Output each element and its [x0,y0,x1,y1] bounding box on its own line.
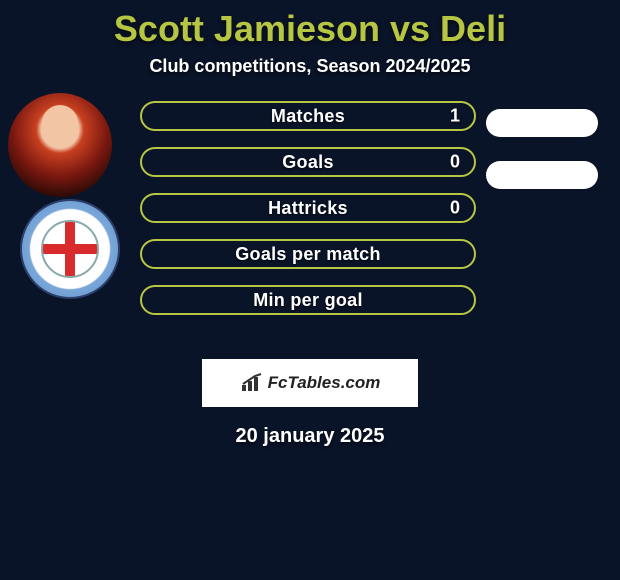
opponent-pill-1 [486,109,598,137]
branding-text: FcTables.com [268,373,381,393]
branding-box: FcTables.com [202,359,418,407]
page-title: Scott Jamieson vs Deli [0,0,620,50]
stat-rows: Matches 1 Goals 0 Hattricks 0 Goals per match M… [140,101,476,331]
player-avatar [8,93,112,197]
opponent-pill-2 [486,161,598,189]
stat-label: Min per goal [253,290,363,311]
footer-date: 20 january 2025 [0,425,620,448]
stat-label: Hattricks [268,198,348,219]
club-badge-cross-icon [41,220,99,278]
stat-row: Matches 1 [140,101,476,131]
stat-row: Goals 0 [140,147,476,177]
bars-icon [240,373,264,393]
stat-value: 0 [450,198,460,219]
club-badge [20,199,120,299]
comparison-area: Matches 1 Goals 0 Hattricks 0 Goals per match M… [0,101,620,351]
stat-label: Matches [271,106,345,127]
right-player-column [486,99,606,213]
stat-row: Hattricks 0 [140,193,476,223]
stat-row: Min per goal [140,285,476,315]
stat-label: Goals [282,152,334,173]
page-subtitle: Club competitions, Season 2024/2025 [0,56,620,77]
left-player-column [8,93,128,299]
stat-label: Goals per match [235,244,381,265]
stat-value: 0 [450,152,460,173]
stat-value: 1 [450,106,460,127]
stat-row: Goals per match [140,239,476,269]
